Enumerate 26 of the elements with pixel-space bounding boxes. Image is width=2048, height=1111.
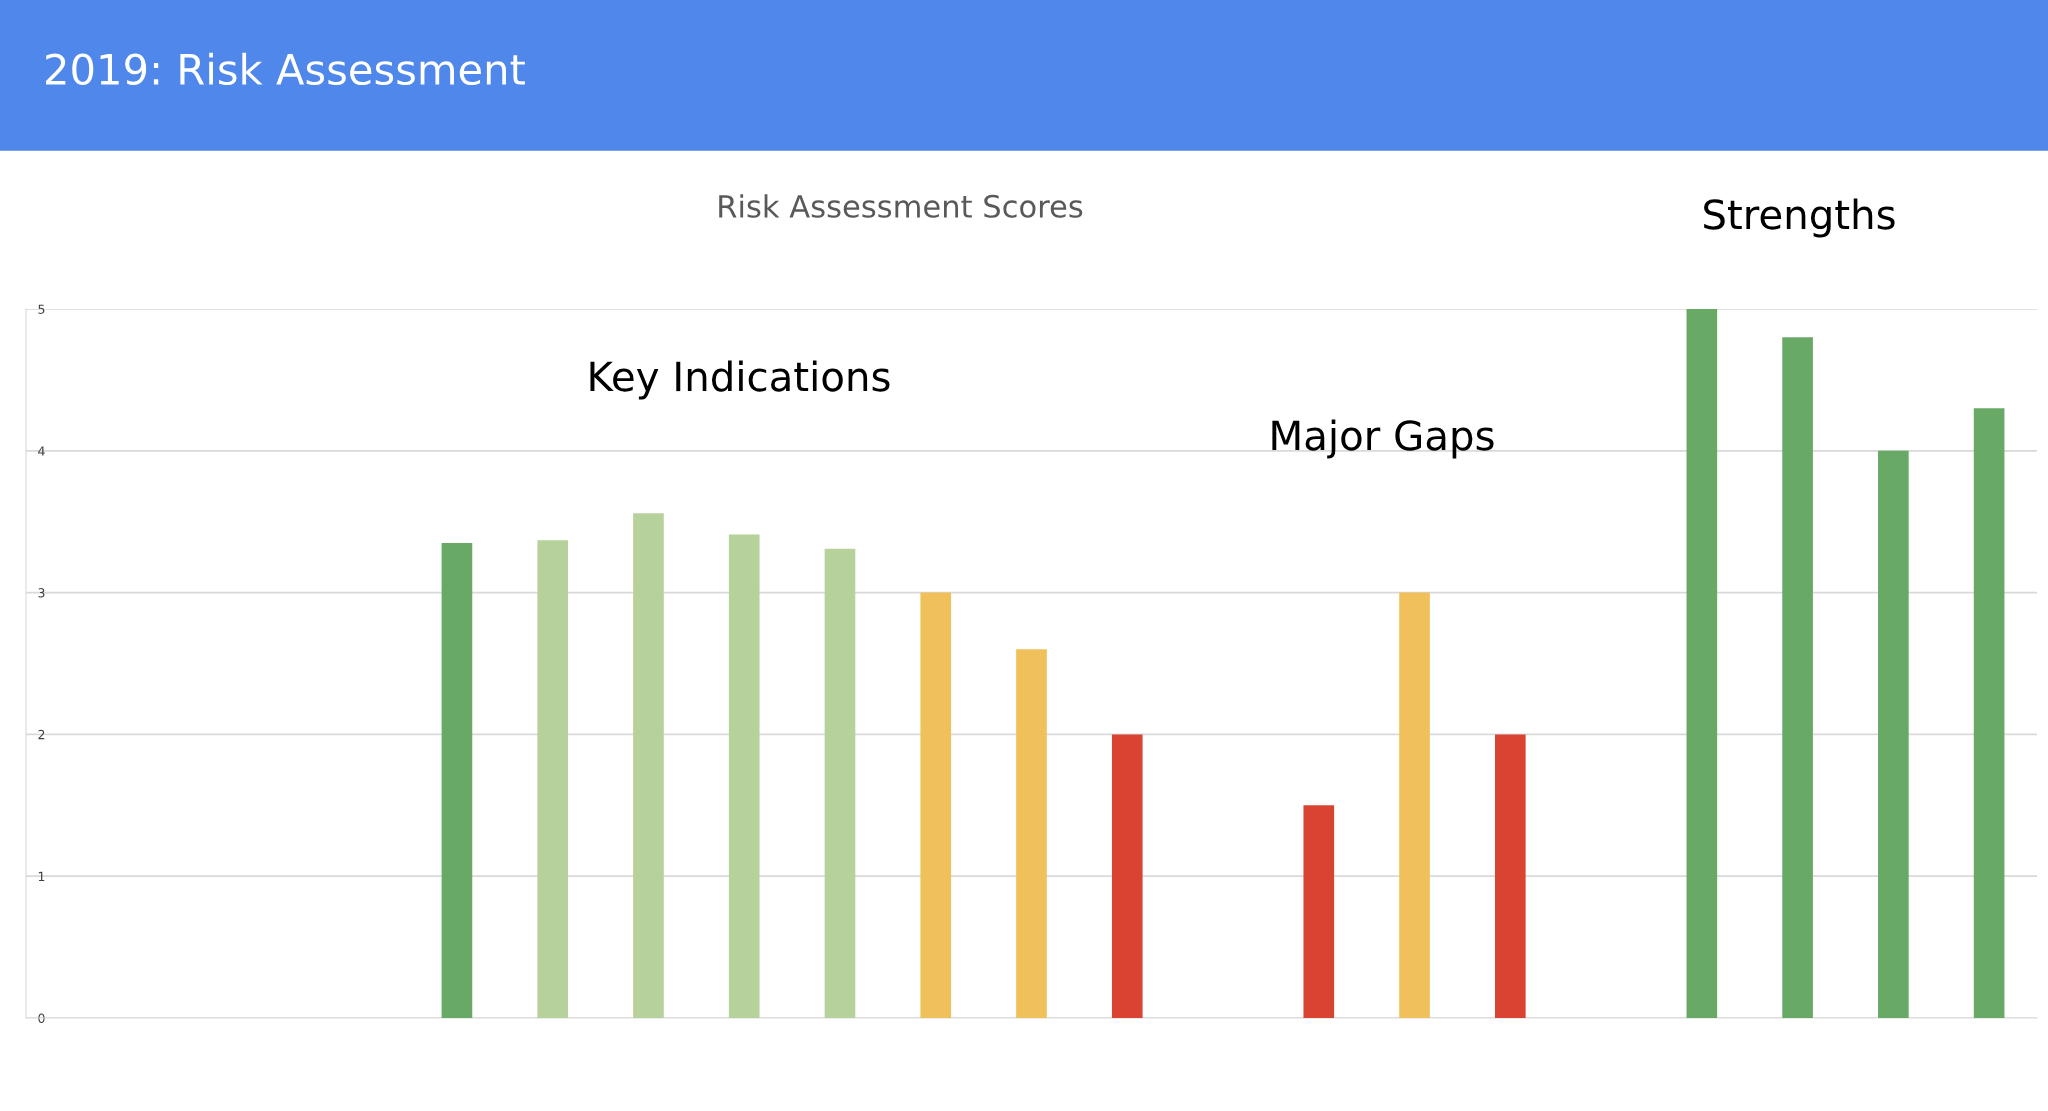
bar [728,534,760,1018]
annotation: Key Indications [590,360,890,400]
y-tick-label: 3 [38,588,45,598]
y-tick-label: 1 [38,871,45,881]
bar [1494,734,1526,1018]
bar [1878,450,1909,1018]
bar [1782,337,1813,1018]
y-tick-label: 5 [38,304,45,314]
bar [1303,805,1335,1018]
bar [537,540,569,1018]
y-tick-label: 4 [38,446,45,456]
bar [1973,408,2005,1018]
chart-subtitle: Risk Assessment Scores [719,194,1083,218]
y-tick-label: 2 [38,729,45,740]
bar [824,548,856,1018]
annotation: Major Gaps [1272,419,1494,459]
bar [1111,734,1143,1018]
bar [920,592,952,1018]
bar [1399,592,1430,1018]
bar [633,513,664,1018]
bar [441,542,473,1018]
bar [1686,309,1718,1018]
chart-title: 2019: Risk Assessment [46,52,525,86]
text: Strengths [1704,198,1895,238]
bar [1016,649,1047,1018]
y-tick-label: 0 [38,1013,45,1023]
